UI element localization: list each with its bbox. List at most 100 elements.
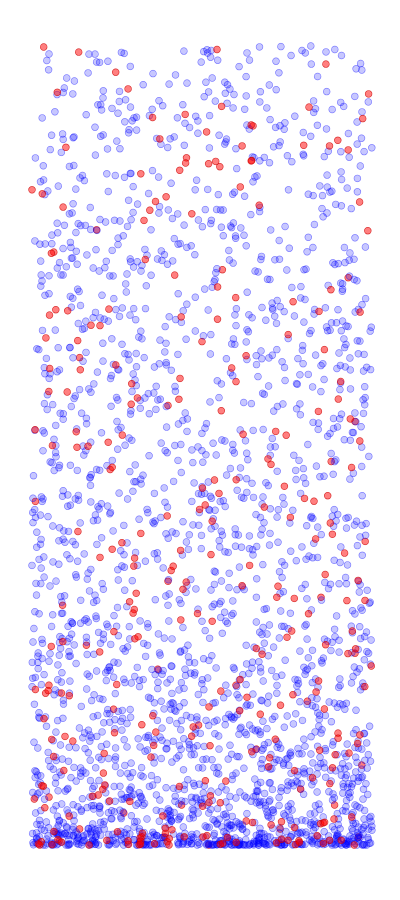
blue-point	[172, 708, 179, 715]
blue-point	[34, 745, 41, 752]
red-point	[176, 396, 183, 403]
blue-point	[315, 420, 322, 427]
blue-point	[347, 355, 354, 362]
blue-point	[119, 727, 126, 734]
blue-point	[337, 544, 344, 551]
red-point	[46, 365, 53, 372]
blue-point	[213, 452, 220, 459]
blue-point	[323, 125, 330, 132]
red-point	[322, 641, 329, 648]
blue-point	[29, 659, 36, 666]
red-point	[97, 322, 104, 329]
blue-point	[93, 668, 100, 675]
blue-point	[228, 224, 235, 231]
blue-point	[68, 774, 75, 781]
blue-point	[353, 65, 360, 72]
red-point	[119, 432, 126, 439]
blue-point	[302, 743, 309, 750]
blue-point	[273, 346, 280, 353]
blue-point	[264, 833, 271, 840]
blue-point	[72, 393, 79, 400]
blue-point	[207, 399, 214, 406]
blue-point	[212, 98, 219, 105]
blue-point	[358, 135, 365, 142]
blue-point	[79, 734, 86, 741]
blue-point	[197, 796, 204, 803]
red-point	[48, 250, 55, 257]
blue-point	[253, 511, 260, 518]
blue-point	[331, 557, 338, 564]
red-point	[109, 546, 116, 553]
blue-point	[311, 221, 318, 228]
blue-point	[331, 794, 338, 801]
blue-point	[140, 472, 147, 479]
blue-point	[141, 800, 148, 807]
blue-point	[288, 284, 295, 291]
blue-point	[227, 465, 234, 472]
blue-point	[195, 764, 202, 771]
blue-point	[284, 713, 291, 720]
blue-point	[175, 290, 182, 297]
blue-point	[66, 653, 73, 660]
blue-point	[256, 658, 263, 665]
blue-point	[348, 205, 355, 212]
blue-point	[49, 523, 56, 530]
red-point	[46, 312, 53, 319]
blue-point	[334, 511, 341, 518]
red-point	[146, 207, 153, 214]
blue-point	[60, 528, 67, 535]
red-point	[63, 144, 70, 151]
blue-point	[210, 816, 217, 823]
blue-point	[123, 289, 130, 296]
blue-point	[243, 339, 250, 346]
blue-point	[363, 364, 370, 371]
blue-point	[134, 664, 141, 671]
blue-point	[338, 176, 345, 183]
blue-point	[60, 701, 67, 708]
blue-point	[118, 718, 125, 725]
blue-point	[176, 815, 183, 822]
blue-point	[193, 586, 200, 593]
blue-point	[269, 786, 276, 793]
blue-point	[243, 242, 250, 249]
red-point	[357, 732, 364, 739]
blue-point	[58, 599, 65, 606]
blue-point	[246, 533, 253, 540]
blue-point	[222, 721, 229, 728]
red-point	[188, 733, 195, 740]
blue-point	[267, 276, 274, 283]
blue-point	[92, 51, 99, 58]
blue-point	[73, 574, 80, 581]
blue-point	[275, 539, 282, 546]
blue-point	[191, 251, 198, 258]
blue-point	[96, 467, 103, 474]
blue-point	[130, 488, 137, 495]
blue-point	[273, 690, 280, 697]
red-point	[217, 799, 224, 806]
blue-point	[216, 132, 223, 139]
blue-point	[178, 469, 185, 476]
blue-point	[346, 154, 353, 161]
blue-point	[168, 663, 175, 670]
blue-point	[303, 621, 310, 628]
blue-point	[98, 534, 105, 541]
blue-point	[145, 624, 152, 631]
red-point	[40, 44, 47, 51]
blue-point	[239, 822, 246, 829]
red-point	[130, 610, 137, 617]
red-point	[134, 395, 141, 402]
blue-point	[218, 381, 225, 388]
blue-point	[212, 507, 219, 514]
blue-point	[206, 840, 213, 847]
blue-point	[282, 223, 289, 230]
blue-point	[228, 713, 235, 720]
blue-point	[76, 725, 83, 732]
blue-point	[115, 708, 122, 715]
blue-point	[297, 411, 304, 418]
blue-point	[91, 783, 98, 790]
blue-point	[156, 797, 163, 804]
blue-point	[170, 700, 177, 707]
blue-point	[183, 336, 190, 343]
red-point	[316, 747, 323, 754]
red-point	[125, 837, 132, 844]
